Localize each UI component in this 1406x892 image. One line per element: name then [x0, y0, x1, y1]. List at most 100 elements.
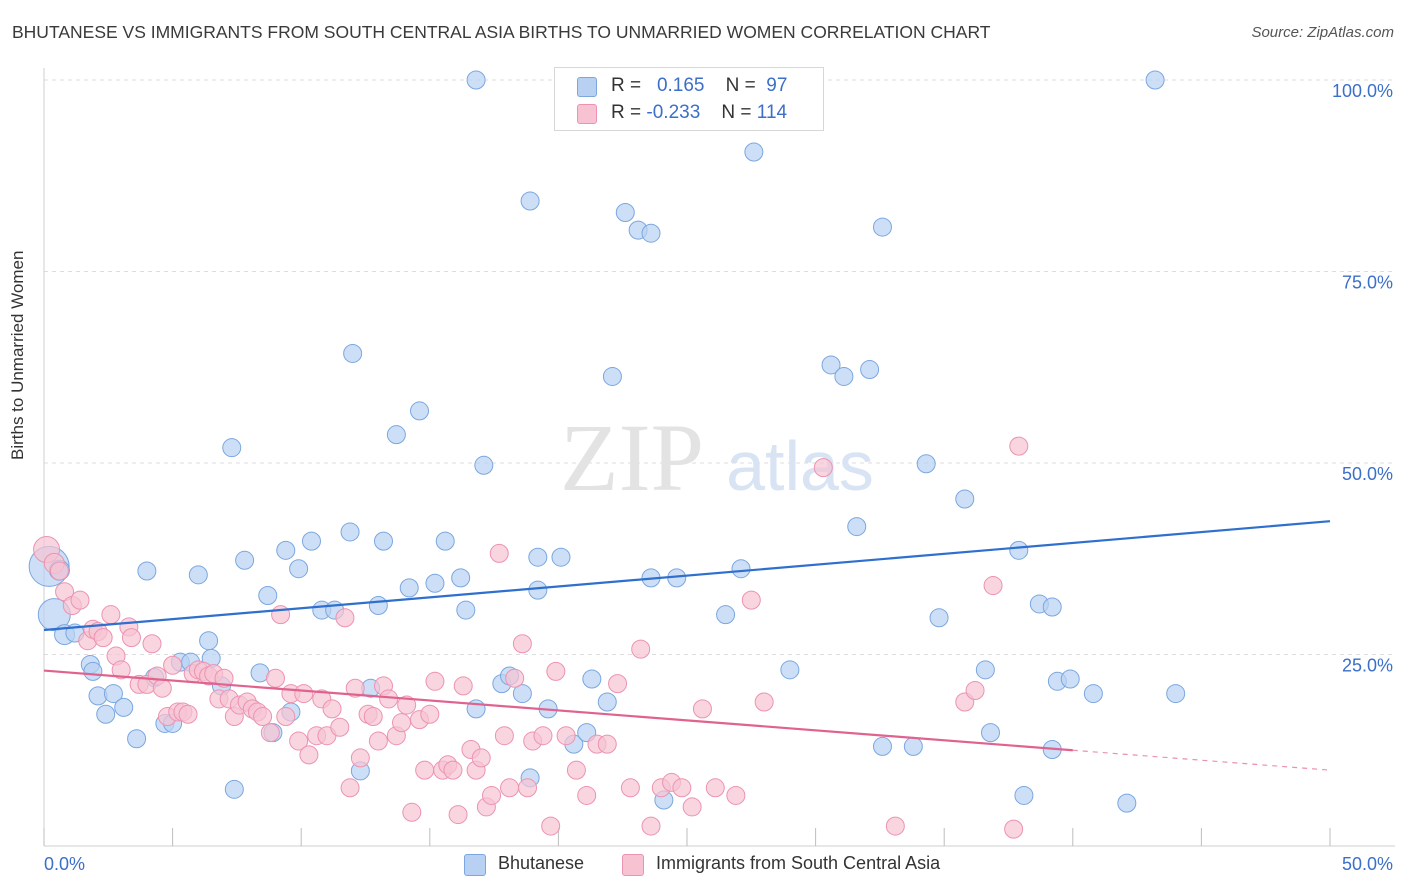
bhutanese-point [114, 697, 134, 717]
immigrants-point [335, 608, 355, 628]
bhutanese-point [83, 661, 103, 681]
immigrants-point [101, 605, 121, 625]
legend-n-value: 97 [766, 75, 788, 96]
trend-line-solid [43, 669, 1073, 752]
bhutanese-point [374, 531, 394, 551]
immigrants-point [289, 731, 309, 751]
trend-line-dashed [1072, 749, 1331, 771]
bhutanese-point [528, 547, 548, 567]
legend-swatch-blue [577, 77, 597, 97]
bhutanese-point [955, 489, 975, 509]
bhutanese-point [872, 736, 892, 756]
bhutanese-point [903, 736, 923, 756]
axes [43, 68, 1395, 847]
y-tick-label: 50.0% [1342, 464, 1393, 484]
immigrants-point [505, 668, 525, 688]
bhutanese-point [425, 573, 445, 593]
bhutanese-point [582, 669, 602, 689]
bhutanese-point [834, 366, 854, 386]
watermark: ZIP atlas [560, 404, 874, 511]
y-tick-label: 75.0% [1342, 273, 1393, 293]
immigrants-point [49, 561, 69, 581]
immigrants-point [453, 676, 473, 696]
trend-line-solid [43, 520, 1331, 632]
immigrants-point [111, 660, 131, 680]
legend-label-bhutanese: Bhutanese [498, 853, 585, 873]
immigrants-point [363, 707, 383, 727]
legend-n-value: 114 [756, 102, 788, 123]
legend-n-label: N = [721, 102, 752, 123]
bhutanese-point [466, 70, 486, 90]
bhutanese-point [615, 203, 635, 223]
immigrants-point [415, 760, 435, 780]
legend-swatch-pink [622, 854, 644, 876]
immigrants-point [705, 778, 725, 798]
immigrants-point [93, 628, 113, 648]
immigrants-point [322, 699, 342, 719]
bhutanese-point [641, 223, 661, 243]
bhutanese-point [1009, 540, 1029, 560]
immigrants-point [448, 805, 468, 825]
bhutanese-point [258, 586, 278, 606]
series-legend: Bhutanese Immigrants from South Central … [0, 852, 1406, 876]
bhutanese-point [1014, 785, 1034, 805]
bhutanese-point [368, 595, 388, 615]
immigrants-point [142, 634, 162, 654]
legend-swatch-pink [577, 104, 597, 124]
immigrants-point [631, 639, 651, 659]
bhutanese-point [103, 684, 123, 704]
immigrants-point [402, 802, 422, 822]
correlation-legend: R = 0.165 N = 97 R = -0.233 N = 114 [554, 67, 824, 131]
immigrants-point [692, 699, 712, 719]
watermark-atlas: atlas [726, 427, 874, 505]
immigrants-point [152, 678, 172, 698]
y-axis-label: Births to Unmarried Women [8, 250, 27, 460]
immigrants-point [556, 726, 576, 746]
immigrants-point [345, 678, 365, 698]
bhutanese-point [96, 704, 116, 724]
immigrants-point [518, 778, 538, 798]
bhutanese-point [860, 360, 880, 380]
source-credit: Source: ZipAtlas.com [1251, 24, 1394, 41]
bhutanese-point [597, 692, 617, 712]
immigrants-point [494, 726, 514, 746]
immigrants-point [546, 661, 566, 681]
immigrants-point [512, 634, 532, 654]
immigrants-point [741, 590, 761, 610]
bhutanese-point [512, 684, 532, 704]
bhutanese-point [716, 605, 736, 625]
bhutanese-point [199, 631, 219, 651]
immigrants-point [641, 816, 661, 836]
legend-label-immigrants: Immigrants from South Central Asia [656, 853, 941, 873]
bhutanese-point [435, 531, 455, 551]
bhutanese-point [451, 568, 471, 588]
bhutanese-point [343, 343, 363, 363]
chart-title: BHUTANESE VS IMMIGRANTS FROM SOUTH CENTR… [12, 22, 991, 42]
bhutanese-point [340, 522, 360, 542]
immigrants-point [178, 704, 198, 724]
bhutanese-point [929, 608, 949, 628]
bhutanese-point [916, 454, 936, 474]
legend-r-label: R = [611, 102, 642, 123]
immigrants-point [253, 707, 273, 727]
trend-lines [43, 520, 1331, 771]
bhutanese-point [235, 550, 255, 570]
immigrants-point [299, 745, 319, 765]
bhutanese-point [975, 660, 995, 680]
immigrants-point [754, 692, 774, 712]
immigrants-point [682, 797, 702, 817]
y-tick-label: 100.0% [1332, 81, 1393, 101]
immigrants-point [620, 778, 640, 798]
immigrants-point [672, 778, 692, 798]
immigrants-point [726, 785, 746, 805]
legend-n-label: N = [725, 75, 756, 96]
legend-swatch-blue [464, 854, 486, 876]
immigrants-point [482, 785, 502, 805]
immigrants-point [260, 723, 280, 743]
immigrants-point [420, 704, 440, 724]
bhutanese-point [410, 401, 430, 421]
x-tick-label: 0.0% [44, 854, 85, 874]
legend-r-value: 0.165 [656, 75, 705, 96]
bhutanese-point [289, 559, 309, 579]
immigrants-point [294, 684, 314, 704]
